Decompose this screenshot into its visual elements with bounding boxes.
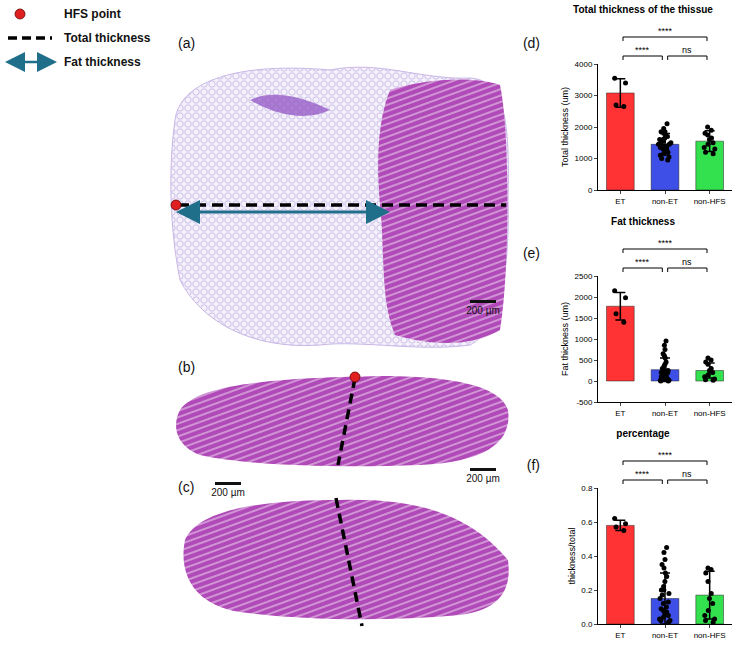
svg-text:2000: 2000 (575, 123, 593, 132)
svg-text:Total thickness (um): Total thickness (um) (560, 87, 570, 167)
svg-text:thickness/total: thickness/total (567, 527, 577, 584)
svg-text:0.0: 0.0 (581, 620, 593, 629)
svg-text:ns: ns (682, 45, 692, 55)
svg-text:non-ET: non-ET (652, 631, 678, 640)
svg-text:4000: 4000 (575, 60, 593, 69)
svg-text:1000: 1000 (575, 154, 593, 163)
svg-text:non-ET: non-ET (652, 409, 678, 418)
svg-text:Fat thickness: Fat thickness (611, 216, 675, 227)
svg-text:0: 0 (588, 377, 593, 386)
svg-text:(d): (d) (523, 35, 540, 51)
svg-text:****: **** (635, 257, 650, 267)
svg-text:ET: ET (615, 409, 625, 418)
svg-text:200 µm: 200 µm (466, 473, 500, 484)
svg-text:ET: ET (615, 631, 625, 640)
svg-text:0.8: 0.8 (581, 484, 593, 493)
svg-text:-500: -500 (576, 398, 593, 407)
svg-text:(b): (b) (178, 359, 195, 375)
svg-text:3000: 3000 (575, 91, 593, 100)
svg-text:****: **** (635, 469, 650, 479)
svg-text:(c): (c) (178, 479, 194, 495)
svg-text:non-HFS: non-HFS (694, 409, 726, 418)
svg-text:****: **** (635, 45, 650, 55)
svg-text:(a): (a) (178, 35, 195, 51)
svg-text:****: **** (658, 26, 673, 36)
svg-text:non-HFS: non-HFS (694, 631, 726, 640)
svg-text:Fat thickness: Fat thickness (64, 55, 141, 69)
svg-text:(e): (e) (523, 245, 540, 261)
svg-text:2500: 2500 (575, 272, 593, 281)
svg-text:ns: ns (682, 257, 692, 267)
svg-text:2000: 2000 (575, 293, 593, 302)
svg-text:non-HFS: non-HFS (694, 197, 726, 206)
svg-text:1500: 1500 (575, 314, 593, 323)
svg-text:non-ET: non-ET (652, 197, 678, 206)
svg-text:percentage: percentage (616, 428, 670, 439)
svg-text:HFS point: HFS point (64, 7, 121, 21)
svg-text:200 µm: 200 µm (466, 305, 500, 316)
svg-text:0.6: 0.6 (581, 518, 593, 527)
svg-text:0.2: 0.2 (581, 586, 593, 595)
svg-text:Total thickness: Total thickness (64, 31, 151, 45)
svg-text:Fat thickness (um): Fat thickness (um) (560, 302, 570, 376)
svg-text:****: **** (658, 238, 673, 248)
svg-text:****: **** (658, 450, 673, 460)
svg-text:0: 0 (588, 186, 593, 195)
svg-text:500: 500 (579, 356, 593, 365)
svg-text:1000: 1000 (575, 335, 593, 344)
svg-text:ns: ns (682, 469, 692, 479)
svg-text:(f): (f) (527, 457, 540, 473)
svg-text:ET: ET (615, 197, 625, 206)
svg-text:Total thickness of the thissue: Total thickness of the thissue (573, 4, 713, 15)
svg-text:0.4: 0.4 (581, 552, 593, 561)
svg-text:200 µm: 200 µm (211, 487, 245, 498)
